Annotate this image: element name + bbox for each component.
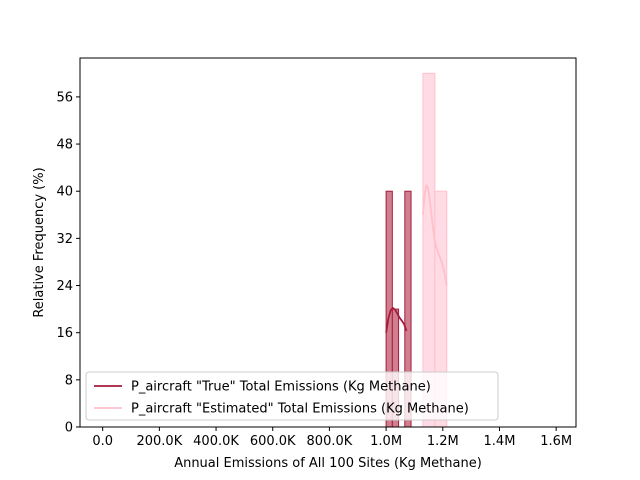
legend-label-true: P_aircraft "True" Total Emissions (Kg Me… xyxy=(131,380,431,395)
x-tick-label-4: 800.0K xyxy=(307,434,353,449)
y-tick-label-6: 48 xyxy=(56,138,73,153)
kde-curve-s1 xyxy=(422,184,448,286)
y-tick-label-5: 40 xyxy=(56,185,73,200)
legend-frame xyxy=(85,371,499,421)
x-tick-label-5: 1.0M xyxy=(370,434,402,449)
x-tick-label-3: 600.0K xyxy=(250,434,296,449)
y-tick-label-3: 24 xyxy=(56,279,73,294)
y-tick-label-2: 16 xyxy=(56,326,73,341)
x-tick-label-2: 400.0K xyxy=(193,434,239,449)
kde-curve-s0 xyxy=(385,307,408,333)
legend: P_aircraft "True" Total Emissions (Kg Me… xyxy=(85,371,499,421)
y-tick-label-1: 8 xyxy=(65,373,73,388)
x-tick-label-7: 1.4M xyxy=(484,434,516,449)
kde-layer xyxy=(385,184,448,333)
y-tick-label-0: 0 xyxy=(65,421,73,436)
legend-label-estimated: P_aircraft "Estimated" Total Emissions (… xyxy=(131,402,469,417)
y-axis: 0 8 16 24 32 40 48 56 xyxy=(56,90,80,436)
x-tick-label-8: 1.6M xyxy=(540,434,572,449)
x-axis: 0.0 200.0K 400.0K 600.0K 800.0K 1.0M 1.2M 1.4M 1… xyxy=(92,427,572,449)
x-axis-label: Annual Emissions of All 100 Sites (Kg Me… xyxy=(174,456,482,471)
x-tick-label-6: 1.2M xyxy=(427,434,459,449)
x-tick-label-1: 200.0K xyxy=(136,434,182,449)
y-tick-label-7: 56 xyxy=(56,90,73,105)
y-axis-label: Relative Frequency (%) xyxy=(32,167,47,317)
y-tick-label-4: 32 xyxy=(56,232,73,247)
x-tick-label-0: 0.0 xyxy=(92,434,113,449)
plot-frame xyxy=(79,57,577,428)
